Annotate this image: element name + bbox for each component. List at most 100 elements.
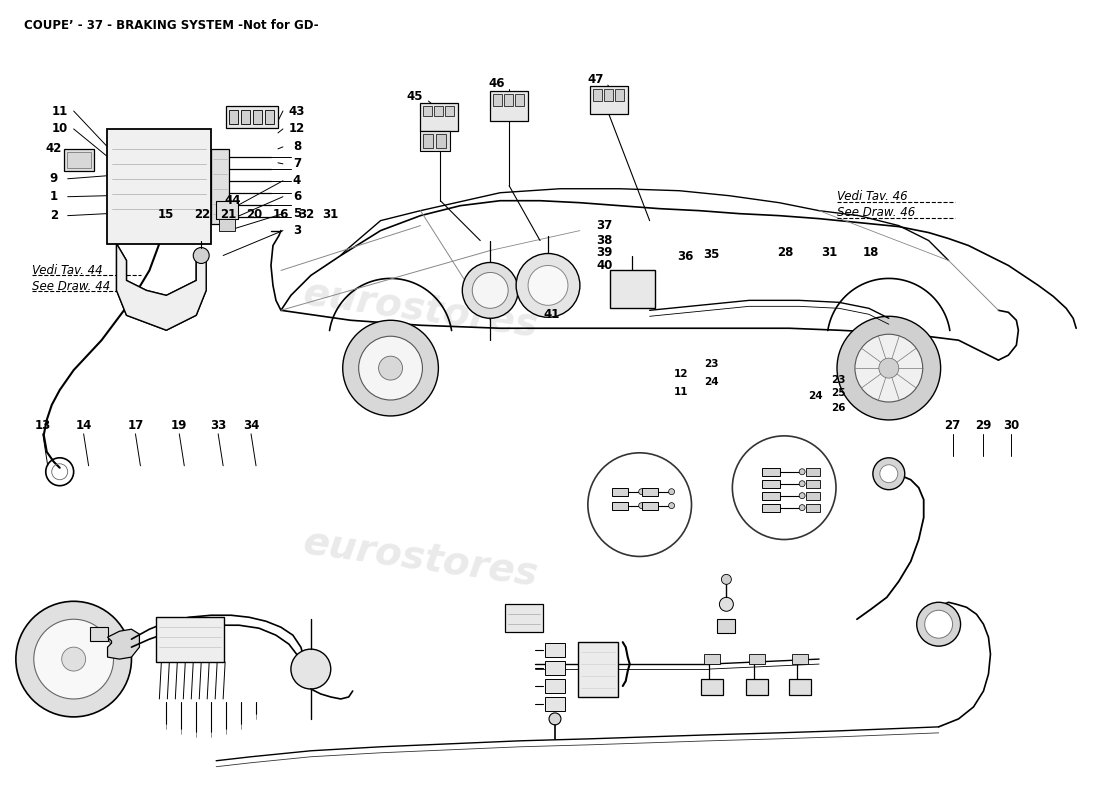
Bar xyxy=(792,654,808,664)
Bar xyxy=(593,89,602,101)
Text: 39: 39 xyxy=(596,246,613,259)
Text: COUPE’ - 37 - BRAKING SYSTEM -Not for GD-: COUPE’ - 37 - BRAKING SYSTEM -Not for GD… xyxy=(24,19,319,32)
Bar xyxy=(544,697,565,711)
Bar xyxy=(504,94,513,106)
Text: 11: 11 xyxy=(52,105,68,118)
Text: 42: 42 xyxy=(45,142,62,155)
Text: 30: 30 xyxy=(1003,419,1020,433)
Bar xyxy=(89,627,108,641)
Text: 6: 6 xyxy=(293,190,301,203)
Circle shape xyxy=(733,436,836,539)
Bar xyxy=(544,661,565,675)
Bar xyxy=(615,89,624,101)
Circle shape xyxy=(639,489,645,494)
Text: eurostores: eurostores xyxy=(300,524,540,594)
Bar xyxy=(437,134,447,148)
Circle shape xyxy=(799,505,805,510)
Bar xyxy=(229,110,238,124)
Circle shape xyxy=(916,602,960,646)
Bar xyxy=(704,654,720,664)
Text: 27: 27 xyxy=(945,419,960,433)
Circle shape xyxy=(472,273,508,308)
Text: See Draw. 44: See Draw. 44 xyxy=(32,280,110,293)
Bar xyxy=(253,110,262,124)
Text: 31: 31 xyxy=(322,208,339,221)
Bar xyxy=(717,619,736,633)
Circle shape xyxy=(925,610,953,638)
Circle shape xyxy=(873,458,905,490)
Circle shape xyxy=(587,453,692,557)
Bar xyxy=(612,502,628,510)
Text: 25: 25 xyxy=(830,388,845,398)
Circle shape xyxy=(722,574,732,584)
Bar xyxy=(493,94,503,106)
Text: 2: 2 xyxy=(50,209,58,222)
Bar xyxy=(544,679,565,693)
Text: 12: 12 xyxy=(289,122,305,135)
Text: 22: 22 xyxy=(194,208,210,221)
Circle shape xyxy=(669,502,674,509)
Bar xyxy=(762,480,780,488)
Text: Vedi Tav. 46: Vedi Tav. 46 xyxy=(837,190,908,203)
Text: eurostores: eurostores xyxy=(300,275,540,346)
Text: 31: 31 xyxy=(821,246,837,259)
Circle shape xyxy=(194,247,209,263)
Bar xyxy=(609,270,654,308)
Bar xyxy=(217,201,238,218)
Circle shape xyxy=(799,493,805,498)
Text: 14: 14 xyxy=(76,419,91,433)
Text: 21: 21 xyxy=(220,208,236,221)
Text: 23: 23 xyxy=(704,359,718,369)
Text: 32: 32 xyxy=(298,208,314,221)
Text: 26: 26 xyxy=(830,403,845,413)
Text: 24: 24 xyxy=(704,377,718,387)
Text: 46: 46 xyxy=(488,77,505,90)
Text: 37: 37 xyxy=(596,219,613,232)
Polygon shape xyxy=(108,630,140,659)
Bar xyxy=(806,504,821,512)
Circle shape xyxy=(343,320,439,416)
Circle shape xyxy=(837,316,940,420)
Text: 5: 5 xyxy=(293,207,301,220)
Bar xyxy=(749,654,766,664)
Text: 12: 12 xyxy=(674,369,689,379)
Bar xyxy=(578,642,618,697)
Circle shape xyxy=(290,649,331,689)
Circle shape xyxy=(15,602,132,717)
Text: 15: 15 xyxy=(158,208,175,221)
Bar xyxy=(420,131,450,151)
Bar xyxy=(434,106,443,116)
Text: 45: 45 xyxy=(406,90,422,102)
Text: 47: 47 xyxy=(587,73,604,86)
Text: 35: 35 xyxy=(703,248,719,261)
Text: 36: 36 xyxy=(678,250,694,263)
Circle shape xyxy=(528,266,568,306)
Circle shape xyxy=(799,469,805,474)
Text: 33: 33 xyxy=(210,419,227,433)
Bar xyxy=(641,502,658,510)
Text: 10: 10 xyxy=(52,122,68,135)
Text: 8: 8 xyxy=(293,140,301,154)
Bar xyxy=(227,106,278,128)
Bar xyxy=(806,468,821,476)
Text: 3: 3 xyxy=(293,224,301,237)
Bar xyxy=(544,643,565,657)
Bar xyxy=(806,492,821,500)
Text: 19: 19 xyxy=(172,419,187,433)
Text: 44: 44 xyxy=(224,194,241,207)
Text: 20: 20 xyxy=(246,208,262,221)
Text: 11: 11 xyxy=(674,387,689,397)
Bar xyxy=(107,129,211,243)
Circle shape xyxy=(462,262,518,318)
Bar xyxy=(746,679,768,695)
Bar xyxy=(789,679,811,695)
Circle shape xyxy=(880,465,898,482)
Text: 41: 41 xyxy=(543,308,560,321)
Text: 1: 1 xyxy=(50,190,58,203)
Bar xyxy=(241,110,250,124)
Text: 7: 7 xyxy=(293,158,301,170)
Text: 24: 24 xyxy=(807,391,823,401)
Circle shape xyxy=(549,713,561,725)
Polygon shape xyxy=(117,243,206,330)
Bar xyxy=(762,504,780,512)
